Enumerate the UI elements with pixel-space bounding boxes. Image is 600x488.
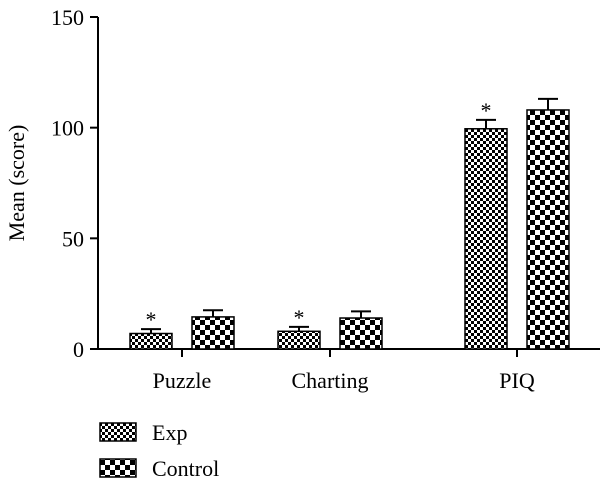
bar-exp-charting [277,330,321,350]
bar-control-piq [526,109,570,350]
y-tick-label: 100 [51,116,84,141]
legend-swatch-control [99,458,137,478]
y-tick-label: 0 [73,337,84,362]
bar-exp-piq [464,128,508,350]
legend-label-exp: Exp [152,420,187,445]
legend-swatch-exp [99,422,137,442]
y-tick-label: 50 [62,226,84,251]
plot-area: 0 50 100 150 Puzzle Charting PIQ * * * [51,5,600,393]
x-tick-label: Charting [292,368,369,393]
significance-marker: * [146,307,157,332]
x-tick-label: PIQ [499,368,535,393]
legend-label-control: Control [152,456,219,481]
x-tick-label: Puzzle [153,368,212,393]
y-axis-title: Mean (score) [4,125,29,242]
legend: Exp Control [99,420,219,481]
bar-exp-puzzle [129,332,173,350]
y-tick-label: 150 [51,5,84,30]
bar-control-puzzle [191,316,235,350]
significance-marker: * [294,305,305,330]
significance-marker: * [481,98,492,123]
bar-control-charting [339,317,383,350]
